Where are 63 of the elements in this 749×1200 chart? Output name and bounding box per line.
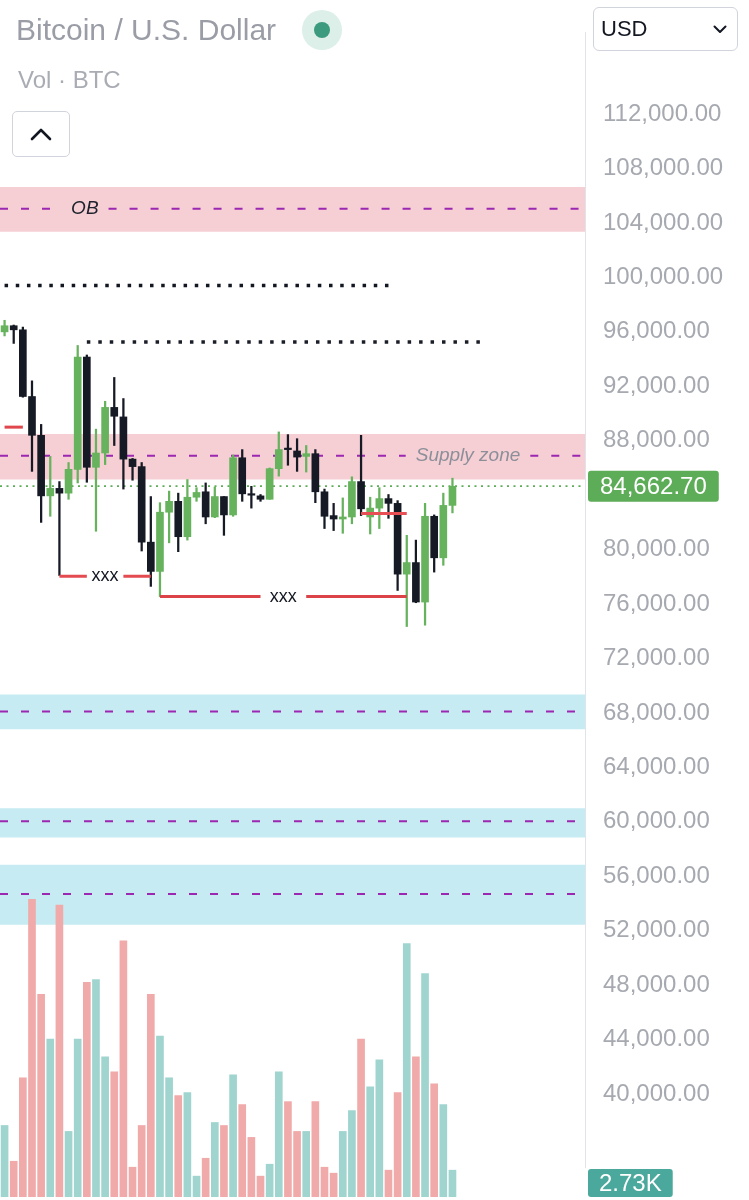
bar [448,1169,457,1197]
bar [265,1163,274,1197]
y-tick-label: 40,000.00 [603,1078,710,1106]
y-tick-label: 44,000.00 [603,1024,710,1052]
ref-line-label: Supply zone [415,444,521,465]
bar [320,1166,329,1197]
bar [439,1104,448,1197]
bar [311,1101,320,1197]
y-tick-label: 92,000.00 [603,370,710,398]
y-tick-label: 60,000.00 [603,806,710,834]
bar [274,1071,283,1197]
bar [220,1125,228,1197]
bar [412,1056,420,1197]
bar [375,1059,384,1197]
bar [256,1175,265,1197]
y-tick-label: 100,000.00 [603,262,724,290]
bar [174,1095,183,1197]
bar [430,1083,439,1197]
bar [0,1125,9,1197]
y-tick-label: 88,000.00 [603,425,710,453]
bar [64,1131,73,1197]
y-tick-label: 112,000.00 [603,98,722,126]
series-label: xxx [91,565,119,586]
y-tick-label: 96,000.00 [603,316,710,344]
text: Vol · BTC [18,65,121,95]
bar [46,1038,55,1197]
bar [119,940,128,1197]
bar [229,1074,237,1197]
y-tick-label: 72,000.00 [603,643,710,671]
bar [238,1104,247,1197]
y-tick-label: 64,000.00 [603,752,710,780]
chart-title: Bitcoin / U.S. Dollar [16,12,277,48]
bar [329,1172,338,1197]
text: 2.73K [599,1168,662,1196]
bar [192,1175,201,1197]
y-tick-label: 56,000.00 [603,860,710,888]
bar [55,904,64,1197]
bar [247,1137,256,1197]
bar [73,1038,82,1197]
y-tick-label: 104,000.00 [603,207,724,235]
bar [210,1122,219,1197]
ref-line-label: 84,662.70 [600,471,707,499]
y-tick-label: 76,000.00 [603,588,710,616]
bar [128,1166,137,1197]
bar [402,943,411,1197]
bar [201,1157,210,1197]
y-tick-label: 80,000.00 [603,534,710,562]
y-tick-label: 48,000.00 [603,969,710,997]
bar [357,1038,365,1197]
text: USD [601,16,648,42]
bar [384,1169,393,1197]
bar [421,973,429,1197]
bar [366,1086,375,1197]
y-tick-label: 52,000.00 [603,915,710,943]
y-tick-label: 68,000.00 [603,697,710,725]
bar [183,1092,192,1197]
series-label: xxx [269,585,297,606]
bar [393,1092,402,1197]
y-tick-label: 108,000.00 [603,153,724,181]
ref-line-label: OB [71,196,99,218]
bar [302,1131,311,1197]
bar [110,1071,119,1197]
bar [83,982,91,1197]
